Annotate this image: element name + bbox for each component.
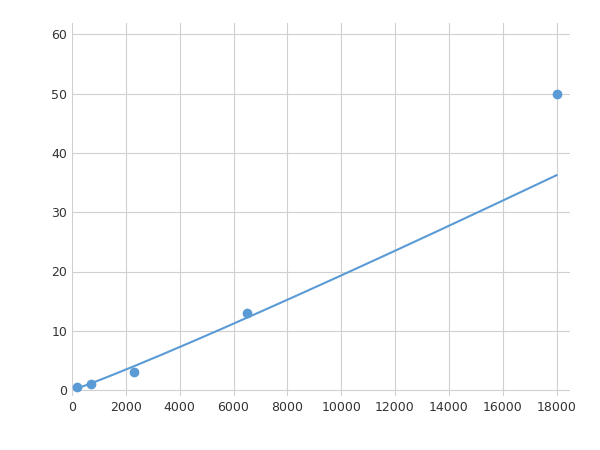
Point	[73, 383, 82, 391]
Point	[552, 90, 562, 97]
Point	[86, 381, 95, 388]
Point	[129, 369, 139, 376]
Point	[242, 310, 252, 317]
